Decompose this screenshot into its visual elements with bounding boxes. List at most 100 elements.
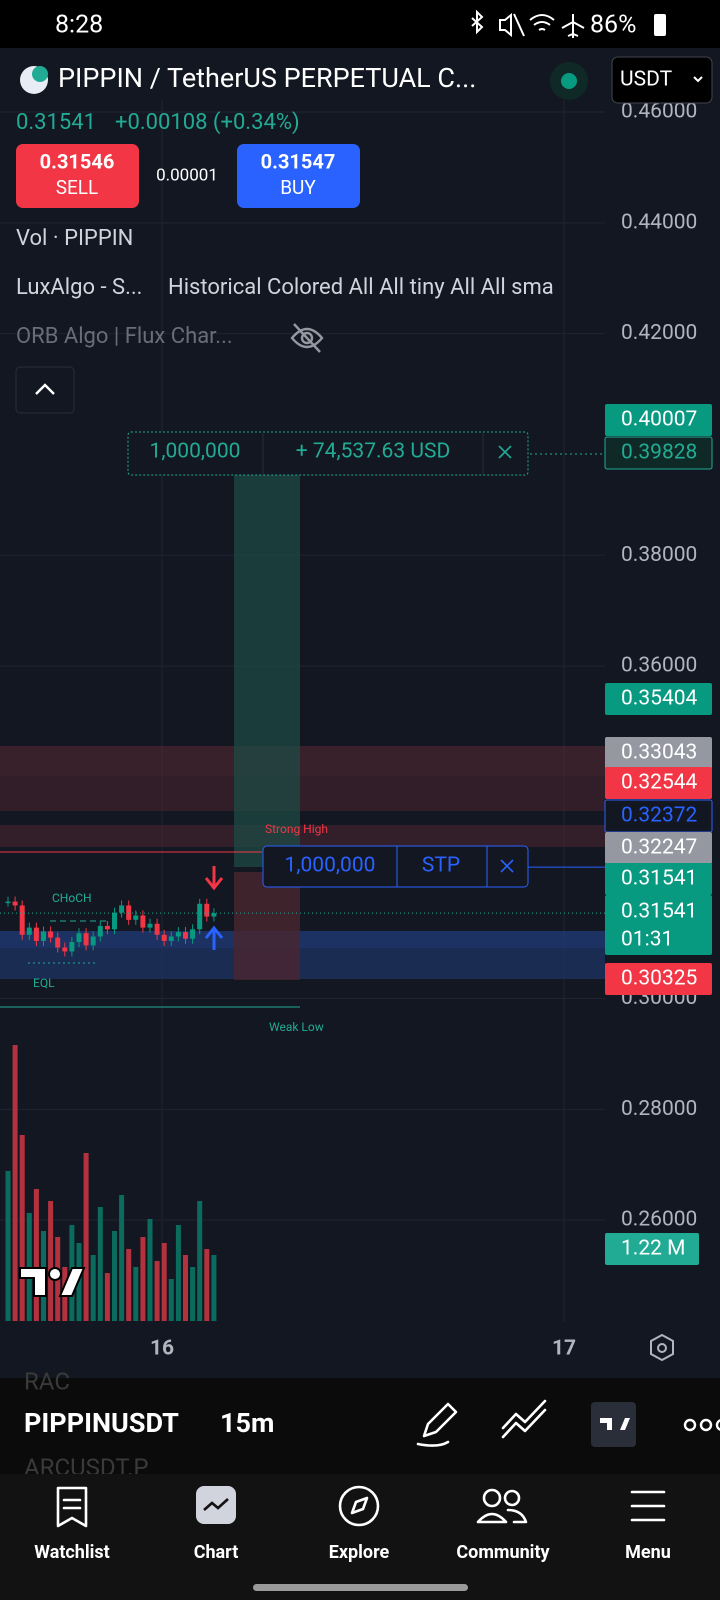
more-button[interactable] <box>683 1418 720 1432</box>
take-profit-zone <box>234 475 300 867</box>
price-level-label: 0.35404 <box>621 687 698 711</box>
volume-bar <box>147 1219 153 1321</box>
symbol-logo-badge <box>32 66 48 82</box>
candle <box>154 923 160 935</box>
volume-bar <box>168 1279 174 1321</box>
sell-price: 0.31546 <box>40 149 115 173</box>
candle <box>48 931 54 938</box>
price-level-tag <box>605 683 712 715</box>
volume-bar <box>190 1267 196 1321</box>
explore-icon[interactable] <box>338 1485 380 1527</box>
stop-loss-zone <box>234 872 300 980</box>
indicator-params: Historical Colored All All tiny All All … <box>168 275 554 300</box>
status-bar <box>0 0 720 48</box>
indicator[interactable]: LuxAlgo - S... <box>16 275 142 300</box>
market-status-dot <box>561 73 577 89</box>
candle <box>12 901 18 906</box>
volume-bar <box>33 1189 39 1321</box>
candle <box>140 915 146 928</box>
clip <box>598 270 608 306</box>
chart-icon-line <box>203 1498 229 1511</box>
volume-bar <box>197 1201 203 1321</box>
interval[interactable]: 15m <box>220 1407 274 1439</box>
volume-bar <box>112 1231 117 1321</box>
indicator[interactable]: ORB Algo | Flux Char... <box>16 324 233 349</box>
price-level-label: 0.31541 <box>621 900 697 924</box>
volume-bar <box>183 1255 188 1321</box>
order-quantity: 1,000,000 <box>285 854 376 878</box>
nav-label[interactable]: Community <box>456 1542 550 1563</box>
candle <box>33 927 39 941</box>
draw-tool[interactable] <box>416 1402 458 1447</box>
price-level-label: 0.39828 <box>621 441 697 465</box>
volume-label: 1.22 M <box>621 1237 686 1261</box>
volume-bar <box>133 1267 139 1321</box>
annotation: Weak Low <box>269 1020 324 1034</box>
price-level-tag <box>605 963 712 995</box>
volume-bar <box>154 1261 160 1321</box>
candle <box>90 936 96 946</box>
position-box[interactable] <box>127 431 529 476</box>
volume-bar <box>5 1171 11 1321</box>
symbol-title[interactable]: PIPPIN / TetherUS PERPETUAL C... <box>58 62 476 94</box>
volume-bar <box>48 1201 54 1321</box>
tradingview-logo <box>19 1267 86 1297</box>
currency-select[interactable] <box>611 56 713 104</box>
ghost-symbol: RAC <box>24 1367 70 1395</box>
close-position[interactable] <box>498 445 512 459</box>
sell-button[interactable] <box>16 144 139 208</box>
time-label: 17 <box>552 1337 576 1361</box>
price-level-label: 0.32247 <box>621 836 697 860</box>
fade <box>0 1398 210 1452</box>
buy-button[interactable] <box>237 144 360 208</box>
settings-icon[interactable] <box>650 1333 674 1362</box>
tv-button[interactable] <box>591 1402 636 1447</box>
nav-label[interactable]: Menu <box>625 1542 671 1563</box>
price-tick-label: 0.42000 <box>621 321 697 345</box>
community-icon[interactable] <box>476 1488 528 1524</box>
candle <box>112 912 117 930</box>
fade <box>192 1398 214 1452</box>
volume-bar <box>119 1195 125 1321</box>
indicator-tool[interactable] <box>501 1399 547 1439</box>
order-box[interactable] <box>262 845 529 888</box>
watchlist-icon[interactable] <box>56 1486 88 1528</box>
price-level-tag <box>605 737 712 769</box>
price-tick-label: 0.36000 <box>621 654 697 678</box>
price-level-label: 0.33043 <box>621 741 697 765</box>
price-level-label: 0.32544 <box>621 771 698 795</box>
status-icons <box>471 9 585 38</box>
candle <box>97 925 103 937</box>
clock: 8:28 <box>55 11 103 40</box>
price-tick-label: 0.46000 <box>621 100 697 124</box>
nav-label[interactable]: Chart <box>194 1542 239 1563</box>
candle <box>104 925 110 930</box>
volume-bar <box>12 1045 18 1321</box>
battery-icon <box>654 14 666 36</box>
spread: 0.00001 <box>156 165 218 185</box>
indicator[interactable]: Vol · PIPPIN <box>16 226 133 251</box>
volume-bar <box>161 1243 167 1321</box>
price-tick-label: 0.38000 <box>621 543 697 567</box>
volume-bar <box>126 1249 132 1321</box>
settings-icon-center <box>657 1343 667 1353</box>
candle <box>133 915 139 920</box>
tv-button-icon <box>600 1418 630 1430</box>
candle <box>161 934 167 941</box>
toolbar-symbol[interactable]: PIPPINUSDT <box>24 1407 179 1439</box>
price-level-label: 0.32372 <box>621 804 698 828</box>
price-change: +0.00108 (+0.34%) <box>115 110 300 135</box>
price-level-tag <box>604 436 713 470</box>
collapse-button[interactable] <box>15 366 75 414</box>
cancel-order[interactable] <box>500 859 514 873</box>
price-tick-label: 0.44000 <box>621 210 697 234</box>
visibility-off-icon[interactable] <box>290 323 324 353</box>
volume-tag <box>605 1233 699 1265</box>
nav-bar <box>0 1474 720 1600</box>
price-level-tag <box>605 863 712 895</box>
nav-label[interactable]: Watchlist <box>34 1542 110 1563</box>
nav-label[interactable]: Explore <box>329 1542 390 1563</box>
candle <box>69 942 75 952</box>
menu-icon[interactable] <box>630 1490 666 1522</box>
